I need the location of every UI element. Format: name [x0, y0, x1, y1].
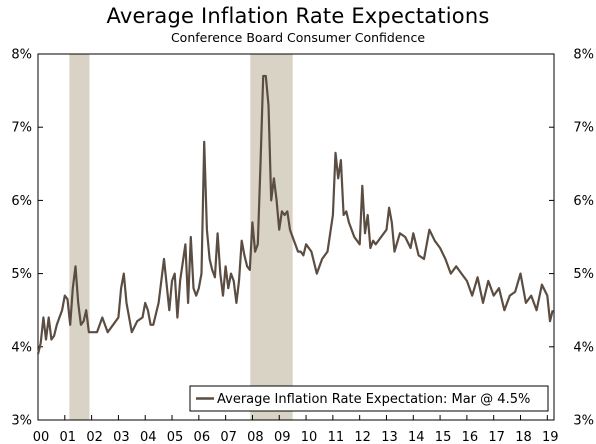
- x-tick-label: 14: [408, 430, 425, 444]
- y-tick-label-right: 6%: [573, 194, 594, 209]
- y-tick-label-left: 8%: [11, 48, 32, 63]
- x-tick-label: 02: [86, 430, 103, 444]
- x-tick-label: 17: [488, 430, 505, 444]
- plot-frame: [37, 53, 555, 421]
- x-tick-label: 00: [33, 430, 50, 444]
- legend-label: Average Inflation Rate Expectation: Mar …: [217, 392, 530, 407]
- y-tick-label-right: 5%: [573, 267, 594, 282]
- x-tick-label: 11: [328, 430, 345, 444]
- legend: Average Inflation Rate Expectation: Mar …: [189, 385, 549, 412]
- chart-subtitle: Conference Board Consumer Confidence: [170, 30, 426, 45]
- x-tick-label: 04: [140, 430, 157, 444]
- x-tick-label: 13: [381, 430, 398, 444]
- recession-band: [250, 54, 293, 420]
- x-tick-label: 10: [301, 430, 318, 444]
- y-tick-label-right: 8%: [573, 48, 594, 63]
- x-tick-label: 16: [462, 430, 479, 444]
- legend-box: [189, 385, 549, 412]
- series-line: [36, 74, 554, 355]
- x-tick-label: 08: [247, 430, 264, 444]
- y-tick-label-right: 3%: [573, 414, 594, 429]
- y-axis-left: 3% 4% 5% 6% 7% 8%: [11, 48, 43, 429]
- y-tick-label-left: 4%: [11, 340, 32, 355]
- x-tick-label: 12: [354, 430, 371, 444]
- y-tick-label-left: 3%: [11, 414, 32, 429]
- recession-band: [69, 54, 90, 420]
- x-tick-label: 15: [435, 430, 452, 444]
- y-tick-label-left: 6%: [11, 194, 32, 209]
- y-axis-right: 3% 4% 5% 6% 7% 8%: [549, 48, 594, 429]
- x-tick-label: 07: [220, 430, 237, 444]
- chart-title: Average Inflation Rate Expectations: [106, 4, 490, 28]
- y-tick-label-left: 5%: [11, 267, 32, 282]
- x-tick-label: 09: [274, 430, 291, 444]
- x-tick-label: 05: [167, 430, 184, 444]
- x-tick-label: 19: [542, 430, 559, 444]
- x-axis: 00 01 02 03 04 05 06 07 08 09 10 11 12 13 14 15 16 17 18 19: [33, 415, 559, 444]
- y-tick-label-left: 7%: [11, 121, 32, 136]
- x-tick-label: 18: [515, 430, 532, 444]
- y-tick-label-right: 7%: [573, 121, 594, 136]
- x-tick-label: 06: [194, 430, 211, 444]
- y-tick-label-right: 4%: [573, 340, 594, 355]
- recession-shading: [69, 54, 293, 420]
- x-tick-label: 01: [60, 430, 77, 444]
- x-tick-label: 03: [113, 430, 130, 444]
